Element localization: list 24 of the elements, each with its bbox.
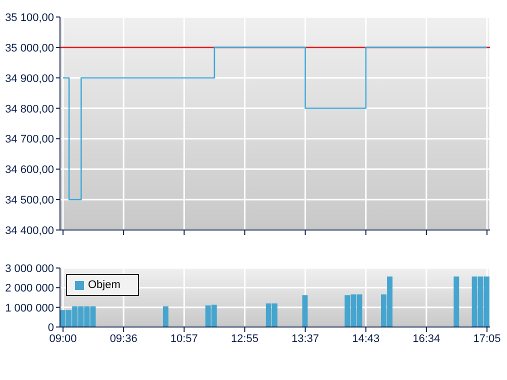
y-tick-label: 34 900,00 [5, 72, 54, 85]
x-tick-label: 16:34 [412, 332, 440, 345]
x-tick-label: 17:05 [473, 332, 501, 345]
y-tick-label: 34 400,00 [5, 225, 54, 237]
y-tick-label: 2 000 000 [5, 282, 54, 295]
bar [454, 276, 460, 327]
y-tick-label: 35 100,00 [5, 12, 54, 24]
y-tick-label: 3 000 000 [5, 263, 54, 275]
y-tick-label: 1 000 000 [5, 302, 54, 314]
y-tick-label: 35 000,00 [5, 42, 54, 54]
legend-label: Objem [88, 279, 120, 291]
x-tick-label: 14:43 [352, 332, 380, 345]
x-tick-label: 09:00 [49, 332, 77, 345]
y-tick-label: 0 [48, 322, 54, 334]
bar [162, 306, 168, 327]
x-tick-label: 10:57 [170, 332, 198, 345]
bar [302, 295, 308, 327]
x-tick-label: 13:37 [292, 332, 320, 345]
x-tick-label: 09:36 [110, 332, 138, 345]
y-tick-label: 34 600,00 [5, 164, 54, 176]
x-tick-label: 12:55 [230, 332, 258, 345]
y-tick-label: 34 500,00 [5, 194, 54, 207]
y-tick-label: 34 700,00 [5, 134, 54, 146]
y-tick-label: 34 800,00 [5, 103, 54, 116]
